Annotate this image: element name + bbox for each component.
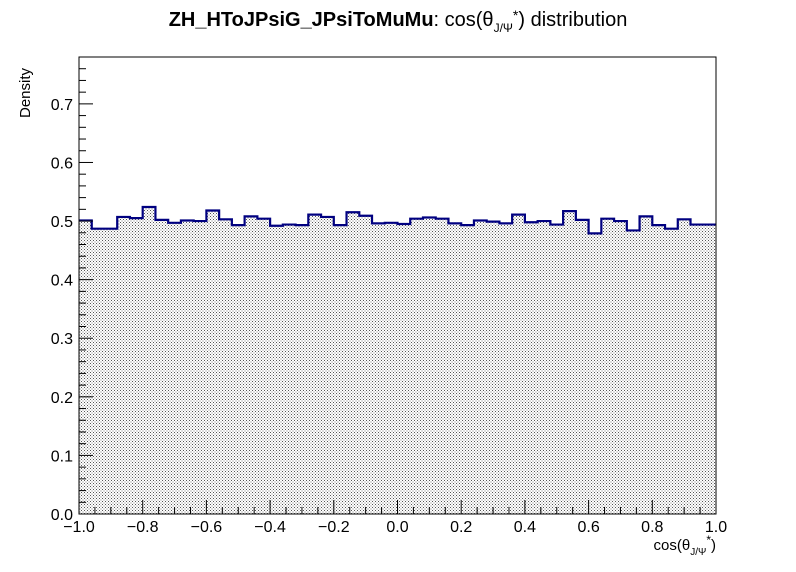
x-axis-title-sup: * xyxy=(706,533,711,547)
x-tick-label: 0.2 xyxy=(450,519,472,536)
y-tick-label: 0.3 xyxy=(51,331,73,348)
histogram-bin xyxy=(257,218,271,514)
histogram-bin xyxy=(180,220,194,514)
histogram-bin xyxy=(384,222,398,515)
x-tick-label: −0.4 xyxy=(254,519,286,536)
x-tick-label: 0.4 xyxy=(514,519,536,536)
histogram-bin xyxy=(397,223,411,514)
histogram-bin xyxy=(677,219,691,515)
chart-title: ZH_HToJPsiG_JPsiToMuMu: cos(θJ/Ψ*) distr… xyxy=(169,7,628,35)
x-axis-title: cos(θJ/Ψ*) xyxy=(654,533,717,558)
y-tick-label: 0.7 xyxy=(51,97,73,114)
y-tick-label: 0.2 xyxy=(51,390,73,407)
histogram-outline xyxy=(79,205,716,235)
chart-title-sub: J/Ψ xyxy=(494,21,513,35)
y-tick-label: 0.1 xyxy=(51,448,73,465)
histogram-bin xyxy=(142,206,156,514)
x-tick-label: −1.0 xyxy=(63,519,95,536)
x-tick-label: 0.6 xyxy=(577,519,599,536)
histogram-bin xyxy=(690,224,704,515)
chart-title-rest: : cos(θ xyxy=(434,9,494,31)
histogram-bin xyxy=(422,217,437,515)
y-tick-label: 0.0 xyxy=(51,507,73,524)
histogram-bin xyxy=(79,220,93,514)
chart-title-end: ) distribution xyxy=(518,9,627,31)
histogram-bin xyxy=(639,216,653,514)
chart-title-sup: * xyxy=(513,7,519,23)
x-tick-label: 1.0 xyxy=(705,519,727,536)
histogram-bin xyxy=(665,228,679,514)
y-axis-title: Density xyxy=(17,67,34,118)
histogram-bin xyxy=(372,223,386,514)
chart-title-bold: ZH_HToJPsiG_JPsiToMuMu xyxy=(169,9,434,31)
y-tick-label: 0.6 xyxy=(51,155,73,172)
histogram-bin xyxy=(435,218,449,514)
histogram-bin xyxy=(206,210,220,514)
histogram-bin xyxy=(486,221,500,514)
histogram-bin xyxy=(155,219,169,514)
x-tick-label: 0.8 xyxy=(641,519,663,536)
histogram-bin xyxy=(703,224,717,515)
histogram-bin xyxy=(512,214,526,514)
y-tick-label: 0.5 xyxy=(51,214,73,231)
histogram-bin xyxy=(537,221,551,515)
histogram-bin xyxy=(117,216,131,514)
histogram xyxy=(79,205,717,515)
histogram-bin xyxy=(231,225,245,514)
x-axis-title-end: ) xyxy=(711,537,716,554)
histogram-bin xyxy=(499,223,513,514)
histogram-bin xyxy=(410,218,424,514)
histogram-bin xyxy=(524,222,538,514)
histogram-bin xyxy=(563,211,577,515)
histogram-bin xyxy=(614,221,628,515)
histogram-bin xyxy=(282,224,296,515)
histogram-bin xyxy=(219,219,233,515)
x-tick-label: −0.8 xyxy=(127,519,159,536)
x-tick-label: −0.2 xyxy=(318,519,350,536)
histogram-bin xyxy=(308,214,322,514)
histogram-bin xyxy=(91,228,105,514)
histogram-bin xyxy=(601,218,615,514)
histogram-bin xyxy=(104,228,118,514)
axes: −1.0 −0.8 −0.6 −0.4 −0.2 0.0 0.2 0.4 0.6 0.8 1.0 0.… xyxy=(51,56,727,536)
histogram-bin xyxy=(270,225,284,514)
histogram-bin xyxy=(575,219,589,514)
histogram-bin xyxy=(359,215,373,514)
histogram-bin xyxy=(244,216,258,514)
histogram-bin xyxy=(193,221,207,515)
histogram-bin xyxy=(333,225,347,514)
histogram-bin xyxy=(550,224,564,515)
histogram-bin xyxy=(652,225,666,514)
histogram-bin xyxy=(588,233,602,514)
x-tick-label: 0.0 xyxy=(386,519,408,536)
histogram-bin xyxy=(626,230,640,514)
histogram-bin xyxy=(168,222,182,515)
histogram-bin xyxy=(321,216,335,514)
x-axis-title-sub: J/Ψ xyxy=(690,547,706,558)
x-axis-title-main: cos(θ xyxy=(654,537,691,554)
histogram-bin xyxy=(295,225,309,514)
histogram-bin xyxy=(129,218,143,514)
y-tick-label: 0.4 xyxy=(51,273,73,290)
histogram-bin xyxy=(473,220,487,514)
x-tick-label: −0.6 xyxy=(191,519,223,536)
histogram-bin xyxy=(461,225,475,514)
histogram-bin xyxy=(448,223,462,514)
histogram-bin xyxy=(346,212,360,514)
